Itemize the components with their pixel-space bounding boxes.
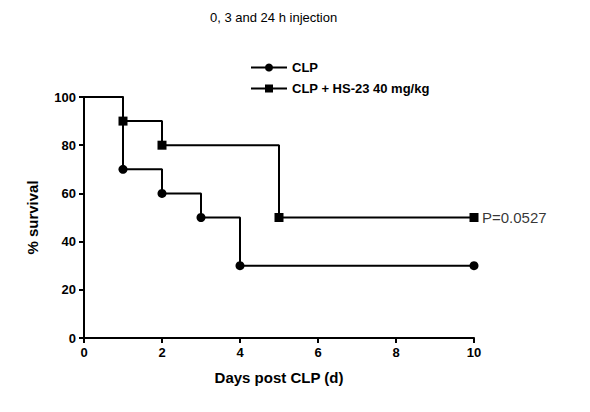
svg-text:6: 6 <box>314 345 321 360</box>
svg-text:8: 8 <box>392 345 399 360</box>
svg-text:20: 20 <box>62 282 76 297</box>
svg-text:0, 3 and 24 h injection: 0, 3 and 24 h injection <box>210 10 337 25</box>
svg-text:CLP + HS-23 40 mg/kg: CLP + HS-23 40 mg/kg <box>292 81 429 96</box>
svg-text:40: 40 <box>62 234 76 249</box>
svg-text:80: 80 <box>62 138 76 153</box>
svg-text:% survival: % survival <box>24 180 41 254</box>
svg-text:100: 100 <box>54 90 76 105</box>
svg-text:4: 4 <box>236 345 244 360</box>
svg-text:0: 0 <box>69 331 76 346</box>
svg-text:CLP: CLP <box>292 60 318 75</box>
svg-text:2: 2 <box>158 345 165 360</box>
svg-text:10: 10 <box>467 345 481 360</box>
svg-text:60: 60 <box>62 186 76 201</box>
svg-text:P=0.0527: P=0.0527 <box>482 209 547 226</box>
svg-text:Days post CLP (d): Days post CLP (d) <box>215 369 344 386</box>
svg-text:0: 0 <box>80 345 87 360</box>
